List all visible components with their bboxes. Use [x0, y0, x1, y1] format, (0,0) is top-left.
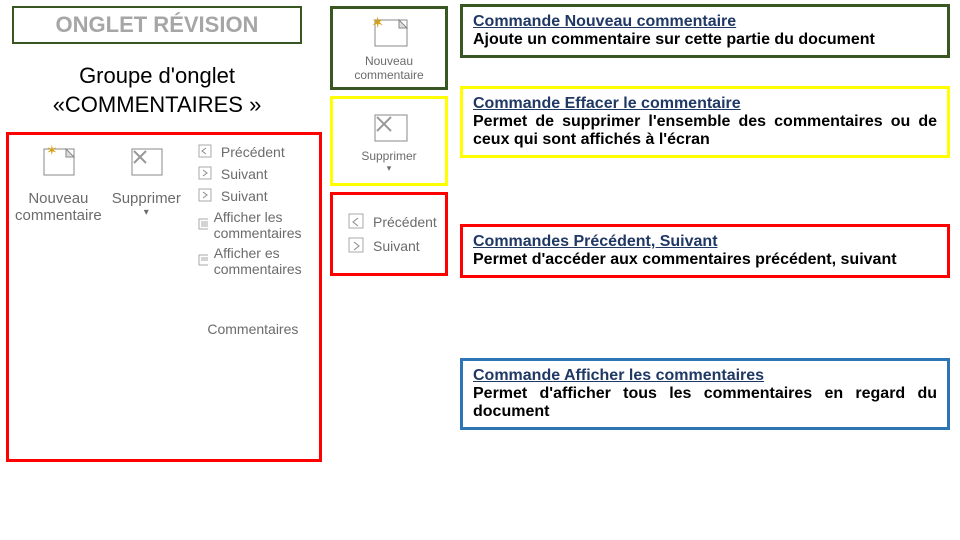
ss-label-precedent: Précédent — [221, 144, 285, 160]
ss-row-afficher: Afficher les commentaires — [191, 207, 315, 243]
ss-label-commentaires: Commentaires — [207, 321, 298, 337]
ss-label-commentaire: commentaire — [15, 207, 102, 224]
svg-text:✶: ✶ — [371, 15, 384, 32]
ss-row-suivant: Suivant — [191, 163, 315, 185]
ss-label-suivant: Suivant — [221, 166, 268, 182]
desc-body-effacer: Permet de supprimer l'ensemble des comme… — [473, 113, 937, 149]
desc-body-nouveau: Ajoute un commentaire sur cette partie d… — [473, 31, 937, 49]
desc-box-afficher: Commande Afficher les commentaires Perme… — [460, 358, 950, 430]
ss-row-afficher2: Afficher es commentaires — [191, 243, 315, 279]
ss-row-suivant2: Suivant — [191, 185, 315, 207]
ss-nouveau-commentaire: ✶ Nouveau commentaire — [15, 141, 102, 339]
ss-label-nouveau: Nouveau — [15, 190, 102, 207]
header-subtitle: Groupe d'onglet «COMMENTAIRES » — [12, 62, 302, 119]
screenshot-comments-group: ✶ Nouveau commentaire Supprimer ▾ Précéd… — [6, 132, 322, 462]
ss-label-afficher1: Afficher les commentaires — [214, 209, 309, 241]
supprimer-icon — [333, 109, 445, 149]
desc-box-nouveau: Commande Nouveau commentaire Ajoute un c… — [460, 4, 950, 58]
ss-row-precedent: Précédent — [191, 141, 315, 163]
icon-box-nouveau: ✶ Nouveau commentaire — [330, 6, 448, 90]
desc-title-nouveau: Commande Nouveau commentaire — [473, 13, 937, 31]
ss-supprimer: Supprimer ▾ — [112, 141, 181, 339]
icon-label-suivant: Suivant — [373, 238, 420, 254]
supprimer-dropdown-icon: ▾ — [387, 163, 392, 174]
icon-row-precedent: Précédent — [341, 210, 443, 234]
desc-box-prec-suiv: Commandes Précédent, Suivant Permet d'ac… — [460, 224, 950, 278]
header-title-box: ONGLET RÉVISION — [12, 6, 302, 44]
header-title: ONGLET RÉVISION — [56, 12, 259, 37]
ss-row-commentaires-footer: Commentaires — [191, 319, 315, 339]
icon-label-nouveau: Nouveau commentaire — [354, 54, 423, 82]
desc-title-prec-suiv: Commandes Précédent, Suivant — [473, 233, 937, 251]
desc-body-afficher: Permet d'afficher tous les commentaires … — [473, 385, 937, 421]
ss-dropdown-arrow: ▾ — [112, 207, 181, 218]
subtitle-line2: «COMMENTAIRES » — [12, 91, 302, 120]
ss-label-suivant2: Suivant — [221, 188, 268, 204]
svg-text:✶: ✶ — [46, 142, 58, 158]
desc-box-effacer: Commande Effacer le commentaire Permet d… — [460, 86, 950, 158]
ss-right-column: Précédent Suivant Suivant Afficher les c… — [191, 141, 315, 339]
desc-title-afficher: Commande Afficher les commentaires — [473, 367, 937, 385]
icon-label-supprimer: Supprimer — [361, 149, 416, 163]
icon-box-supprimer: Supprimer ▾ — [330, 96, 448, 186]
nouveau-commentaire-icon: ✶ — [333, 14, 445, 54]
desc-title-effacer: Commande Effacer le commentaire — [473, 95, 937, 113]
icon-row-suivant: Suivant — [341, 234, 426, 258]
subtitle-line1: Groupe d'onglet — [12, 62, 302, 91]
ss-label-afficher2: Afficher es commentaires — [214, 245, 309, 277]
ss-label-supprimer: Supprimer — [112, 190, 181, 207]
icon-box-prec-suiv: Précédent Suivant — [330, 192, 448, 276]
desc-body-prec-suiv: Permet d'accéder aux commentaires précéd… — [473, 251, 937, 269]
icon-label-precedent: Précédent — [373, 214, 437, 230]
